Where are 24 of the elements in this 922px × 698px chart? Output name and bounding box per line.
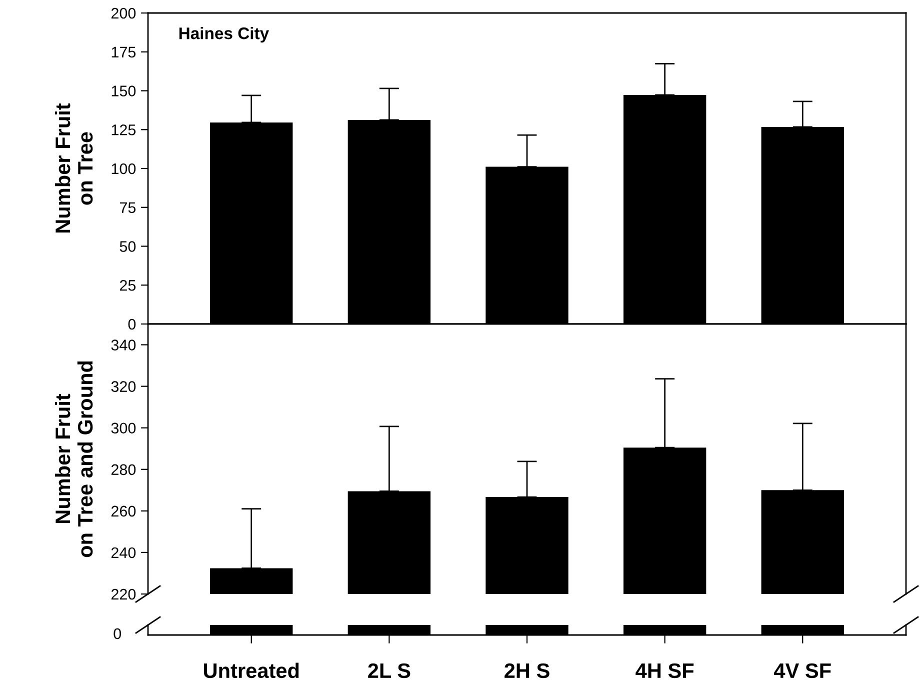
y-tick-label: 100 [112,163,136,174]
y-axis-title: Number Fruit on Tree [54,103,93,232]
x-tick-label: Untreated [204,662,299,678]
x-tick-label: 4V SF [774,663,831,678]
y-tick-label: 340 [111,340,136,350]
y-axis-title: Number Fruit on Tree and Ground [54,361,93,558]
y-tick-label: 220 [111,588,136,600]
y-tick-label: 25 [120,280,136,291]
annotation: Haines City [179,26,269,43]
x-tick-label: 2L S [368,663,410,678]
y-tick-label: 320 [111,381,136,392]
y-tick-label: 125 [112,124,136,136]
y-tick-label: 175 [112,46,136,58]
y-tick-label: 260 [111,506,136,517]
y-tick-label: 280 [111,464,136,476]
x-tick-label: 2H S [504,663,550,678]
y-tick-label: 300 [111,422,136,434]
y-tick-label: 150 [112,86,136,96]
y-tick-label: 0 [128,318,136,330]
y-tick-label: 50 [120,241,136,252]
y-tick-label: 75 [120,202,136,214]
x-tick-label: 4H SF [636,663,694,678]
y-tick-label: 240 [111,547,136,558]
y-tick-label: 200 [111,8,136,19]
